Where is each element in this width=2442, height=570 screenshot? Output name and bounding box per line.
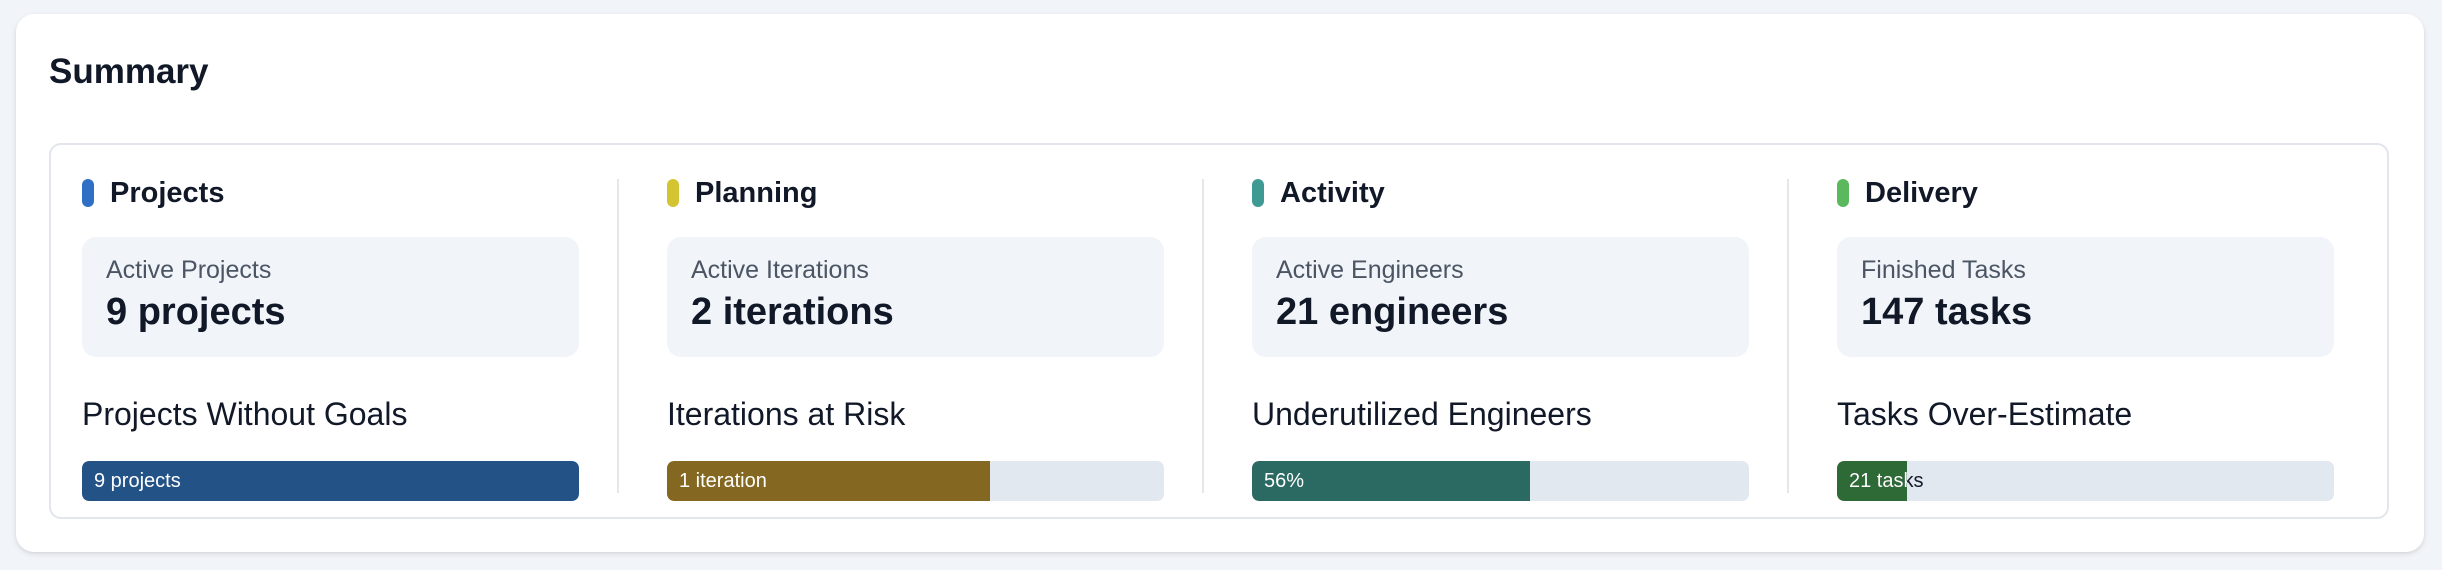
section-planning: Planning Active Iterations 2 iterations … [667, 145, 1164, 517]
summary-panel: Projects Active Projects 9 projects Proj… [49, 143, 2389, 519]
section-color-dot [82, 179, 94, 207]
summary-card: Summary Projects Active Projects 9 proje… [16, 14, 2424, 552]
metric-value: 2 iterations [691, 291, 894, 333]
section-projects: Projects Active Projects 9 projects Proj… [82, 145, 579, 517]
progress-bar-fill [82, 461, 579, 501]
metric-value: 147 tasks [1861, 291, 2033, 333]
section-header: Activity [1252, 176, 1385, 209]
section-delivery: Delivery Finished Tasks 147 tasks Tasks … [1837, 145, 2334, 517]
progress-bar-label-text: 21 tasks [1849, 470, 1924, 492]
section-color-dot [667, 179, 679, 207]
section-color-dot [1252, 179, 1264, 207]
sub-metric-title: Projects Without Goals [82, 396, 408, 432]
metric-label: Active Iterations [691, 256, 869, 284]
section-header: Projects [82, 176, 225, 209]
section-divider [1787, 179, 1789, 493]
sub-metric-title: Tasks Over-Estimate [1837, 396, 2133, 432]
section-header: Planning [667, 176, 818, 209]
progress-bar-label: 56% [1264, 470, 1305, 492]
summary-title: Summary [49, 52, 209, 91]
metric-label: Active Engineers [1276, 256, 1464, 284]
progress-bar-projects-without-goals: 9 projects [82, 461, 579, 501]
section-title: Activity [1280, 176, 1385, 209]
progress-bar-label: 1 iteration [679, 470, 767, 492]
section-color-dot [1837, 179, 1849, 207]
progress-bar-fill [1252, 461, 1531, 501]
section-header: Delivery [1837, 176, 1978, 209]
metric-label: Finished Tasks [1861, 256, 2026, 284]
metric-card-active-engineers: Active Engineers 21 engineers [1252, 237, 1749, 357]
metric-value: 9 projects [106, 291, 286, 333]
metric-label: Active Projects [106, 256, 272, 284]
sub-metric-title: Underutilized Engineers [1252, 396, 1592, 432]
section-divider [1202, 179, 1204, 493]
section-title: Planning [695, 176, 818, 209]
metric-card-finished-tasks: Finished Tasks 147 tasks [1837, 237, 2334, 357]
section-divider [617, 179, 619, 493]
progress-bar-label: 9 projects [94, 470, 181, 492]
section-title: Delivery [1865, 176, 1978, 209]
section-activity: Activity Active Engineers 21 engineers U… [1252, 145, 1749, 517]
progress-bar-label-clip: 21 tasks [1849, 461, 1907, 501]
metric-card-active-projects: Active Projects 9 projects [82, 237, 579, 357]
progress-bar-label: 21 tasks 21 tasks [1849, 461, 1923, 501]
progress-bar-label-overlay: 21 tasks [1849, 470, 1907, 492]
progress-bar-fill [1837, 461, 1907, 501]
progress-bar-fill [667, 461, 991, 501]
sub-metric-title: Iterations at Risk [667, 396, 906, 432]
section-title: Projects [110, 176, 225, 209]
metric-value: 21 engineers [1276, 291, 1509, 333]
progress-bar-iterations-at-risk: 1 iteration [667, 461, 1164, 501]
progress-bar-tasks-over-estimate: 21 tasks 21 tasks [1837, 461, 2334, 501]
progress-bar-underutilized-engineers: 56% [1252, 461, 1749, 501]
metric-card-active-iterations: Active Iterations 2 iterations [667, 237, 1164, 357]
